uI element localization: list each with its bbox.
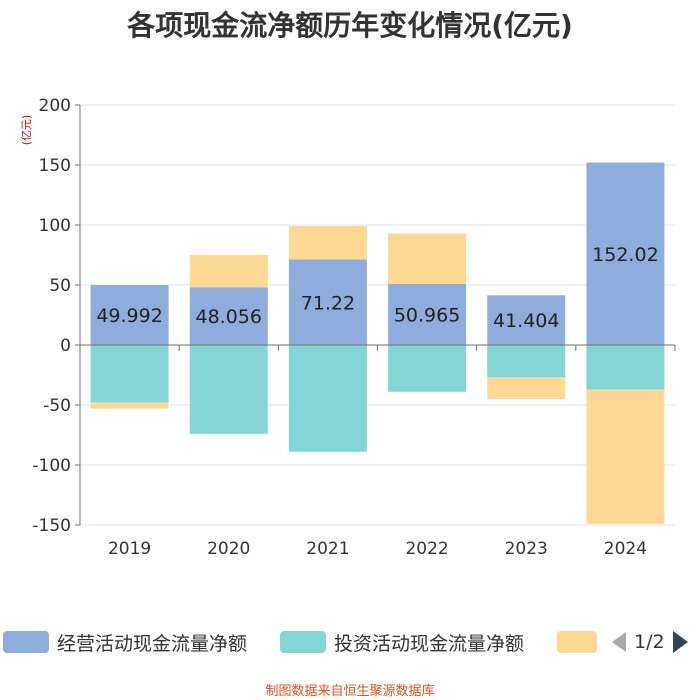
bar-s0-2024 xyxy=(586,162,665,345)
bar-s1-2024 xyxy=(586,345,665,390)
data-label-2023: 41.404 xyxy=(493,310,559,332)
y-axis-unit-label: (亿元) xyxy=(20,115,33,146)
bar-s0-2022 xyxy=(388,283,467,345)
legend-label-operating: 经营活动现金流量净额 xyxy=(57,632,248,655)
x-tick-label-2020: 2020 xyxy=(207,539,250,559)
bar-s2-2020 xyxy=(189,254,268,288)
y-tick-label-2: 100 xyxy=(39,216,71,236)
data-label-2019: 49.992 xyxy=(96,305,162,327)
data-label-2024: 152.02 xyxy=(592,244,658,266)
bar-s2-2021 xyxy=(288,225,367,260)
bar-s1-2021 xyxy=(288,345,367,452)
y-tick-label-4: 0 xyxy=(60,336,71,356)
bar-s2-2023 xyxy=(487,377,566,399)
x-tick-label-2021: 2021 xyxy=(306,539,349,559)
legend-prev-page-icon[interactable] xyxy=(612,632,626,652)
bar-s1-2022 xyxy=(388,345,467,392)
legend-pager: 1/2 xyxy=(612,625,688,659)
y-tick-label-0: 200 xyxy=(39,96,71,116)
data-label-2021: 71.22 xyxy=(301,292,355,314)
y-tick-label-3: 50 xyxy=(49,276,71,296)
x-tick-label-2022: 2022 xyxy=(405,539,448,559)
chart-legend: 经营活动现金流量净额 投资活动现金流量净额 1/2 xyxy=(0,625,700,659)
bar-s0-2021 xyxy=(288,259,367,345)
x-tick-label-2023: 2023 xyxy=(505,539,548,559)
legend-next-page-icon[interactable] xyxy=(672,631,688,653)
legend-swatch-operating xyxy=(3,631,49,653)
legend-page-indicator: 1/2 xyxy=(634,631,665,653)
bar-s0-2020 xyxy=(189,287,268,345)
legend-item-operating[interactable]: 经营活动现金流量净额 xyxy=(3,625,247,659)
bar-s1-2023 xyxy=(487,345,566,378)
bar-s1-2019 xyxy=(90,345,169,403)
source-note: 制图数据来自恒生聚源数据库 xyxy=(265,684,435,699)
bar-s2-2019 xyxy=(90,402,169,409)
y-tick-label-5: -50 xyxy=(43,396,71,416)
legend-swatch-investing xyxy=(280,631,326,653)
x-tick-label-2019: 2019 xyxy=(108,539,151,559)
bar-s0-2023 xyxy=(487,295,566,345)
bar-s2-2024 xyxy=(586,389,665,524)
legend-swatch-financing xyxy=(557,631,597,653)
legend-label-investing: 投资活动现金流量净额 xyxy=(334,632,525,655)
y-tick-label-6: -100 xyxy=(32,456,71,476)
data-label-2022: 50.965 xyxy=(394,304,460,326)
bar-s2-2022 xyxy=(388,233,467,284)
bar-s1-2020 xyxy=(189,345,268,434)
x-tick-label-2024: 2024 xyxy=(604,539,647,559)
legend-item-investing[interactable]: 投资活动现金流量净额 xyxy=(280,625,524,659)
y-tick-label-7: -150 xyxy=(32,516,71,536)
chart-title: 各项现金流净额历年变化情况(亿元) xyxy=(127,9,573,42)
bar-s0-2019 xyxy=(90,285,169,345)
data-label-2020: 48.056 xyxy=(196,306,262,328)
y-tick-label-1: 150 xyxy=(39,156,71,176)
legend-item-financing[interactable] xyxy=(557,625,605,659)
